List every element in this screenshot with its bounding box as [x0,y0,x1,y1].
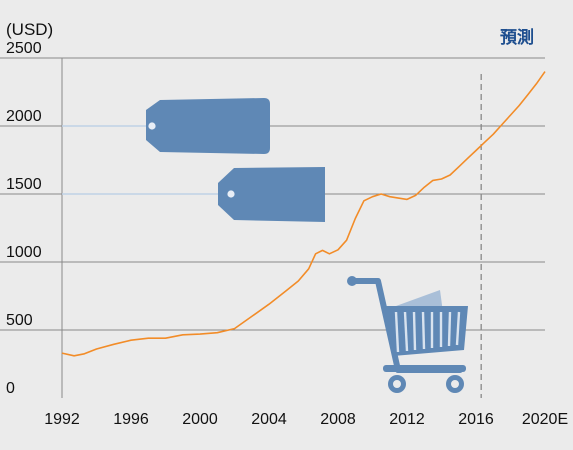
x-tick-label: 2020E [522,411,568,428]
forecast-label: 預測 [500,27,534,48]
price-tag-icon [62,167,325,222]
x-tick-label: 2000 [182,411,218,428]
series-line [61,71,546,357]
x-tick-label: 2012 [389,411,425,428]
x-tick-label: 2004 [251,411,287,428]
shopping-cart-icon [347,276,468,393]
unit-label: (USD) [6,20,53,39]
price-tag-icon [62,98,270,154]
x-tick-label: 1996 [113,411,149,428]
x-axis-labels: 1992 1996 2000 2004 2008 2012 2016 2020E [44,411,568,428]
y-tick-label: 1000 [6,244,42,261]
y-tick-label: 0 [6,380,15,397]
x-tick-label: 1992 [44,411,80,428]
y-tick-label: 1500 [6,176,42,193]
y-tick-label: 2000 [6,108,42,125]
y-tick-label: 2500 [6,40,42,57]
y-tick-label: 500 [6,312,33,329]
y-axis-labels: 0 500 1000 1500 2000 2500 [6,40,42,397]
x-tick-label: 2016 [458,411,494,428]
x-tick-label: 2008 [320,411,356,428]
